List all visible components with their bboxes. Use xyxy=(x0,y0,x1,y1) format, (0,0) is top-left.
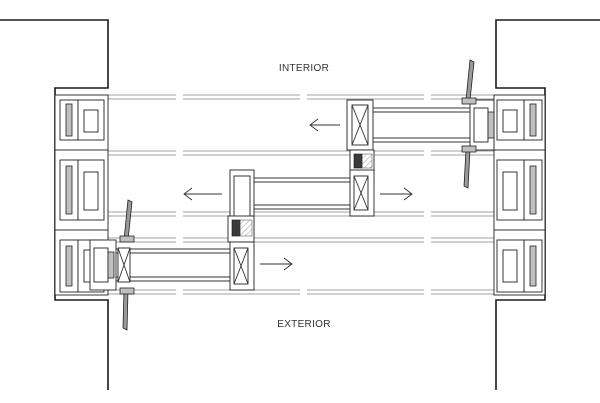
interior-handle xyxy=(461,59,477,189)
interior-label: INTERIOR xyxy=(279,63,329,74)
arrow-left-interior xyxy=(309,118,340,132)
exterior-handle xyxy=(119,199,135,331)
arrow-right-middle xyxy=(380,187,413,201)
arrow-left-middle xyxy=(183,187,222,201)
right-frame-profile xyxy=(493,94,546,296)
track-lines xyxy=(108,92,496,298)
exterior-sash xyxy=(89,239,255,291)
left-frame-profile xyxy=(54,94,109,296)
interior-sash xyxy=(346,99,495,175)
arrow-right-exterior xyxy=(260,257,293,271)
exterior-label: EXTERIOR xyxy=(277,319,331,330)
right-wall-outline xyxy=(495,19,600,390)
left-wall-outline xyxy=(0,19,109,390)
middle-sash xyxy=(227,169,375,243)
